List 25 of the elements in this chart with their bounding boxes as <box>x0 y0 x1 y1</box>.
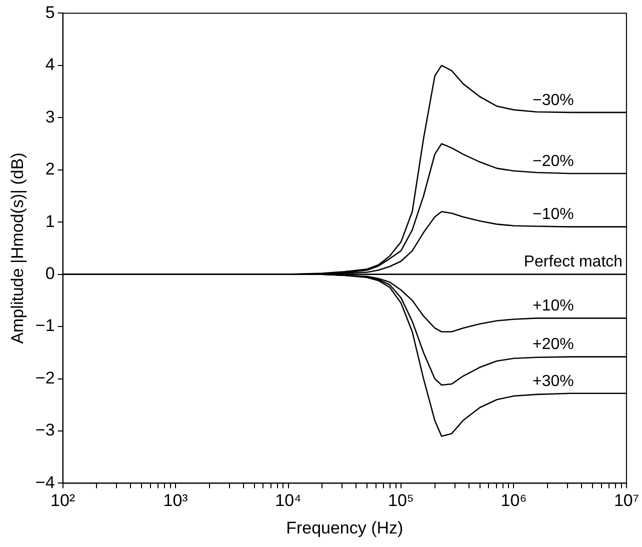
series-label: −30% <box>532 92 574 109</box>
series-label: −10% <box>532 206 574 224</box>
y-tick-label: 1 <box>45 212 55 231</box>
x-tick-label: 10⁶ <box>500 491 527 510</box>
y-tick-label: 3 <box>45 107 55 126</box>
series-label: +30% <box>532 372 574 390</box>
y-tick-label: 4 <box>45 55 55 74</box>
x-tick-label: 10⁵ <box>388 491 414 510</box>
series-label: +20% <box>532 336 574 354</box>
y-tick-label: 2 <box>45 160 55 179</box>
y-tick-label: −4 <box>35 472 55 492</box>
y-tick-label: 0 <box>45 264 55 283</box>
x-tick-label: 10³ <box>163 491 188 510</box>
y-tick-label: −2 <box>35 368 55 388</box>
series-label: Perfect match <box>524 254 623 271</box>
y-tick-label: −1 <box>35 316 55 336</box>
x-tick-label: 10⁷ <box>614 491 639 510</box>
series-label: +10% <box>532 298 574 315</box>
x-tick-label: 10² <box>50 491 76 510</box>
series-label: −20% <box>532 152 574 170</box>
y-axis-title: Amplitude |Hmod(s)| (dB) <box>8 152 27 344</box>
y-tick-label: 5 <box>45 2 55 22</box>
x-tick-label: 10⁴ <box>275 491 302 510</box>
x-axis-title: Frequency (Hz) <box>286 518 404 538</box>
y-tick-label: −3 <box>35 420 55 440</box>
